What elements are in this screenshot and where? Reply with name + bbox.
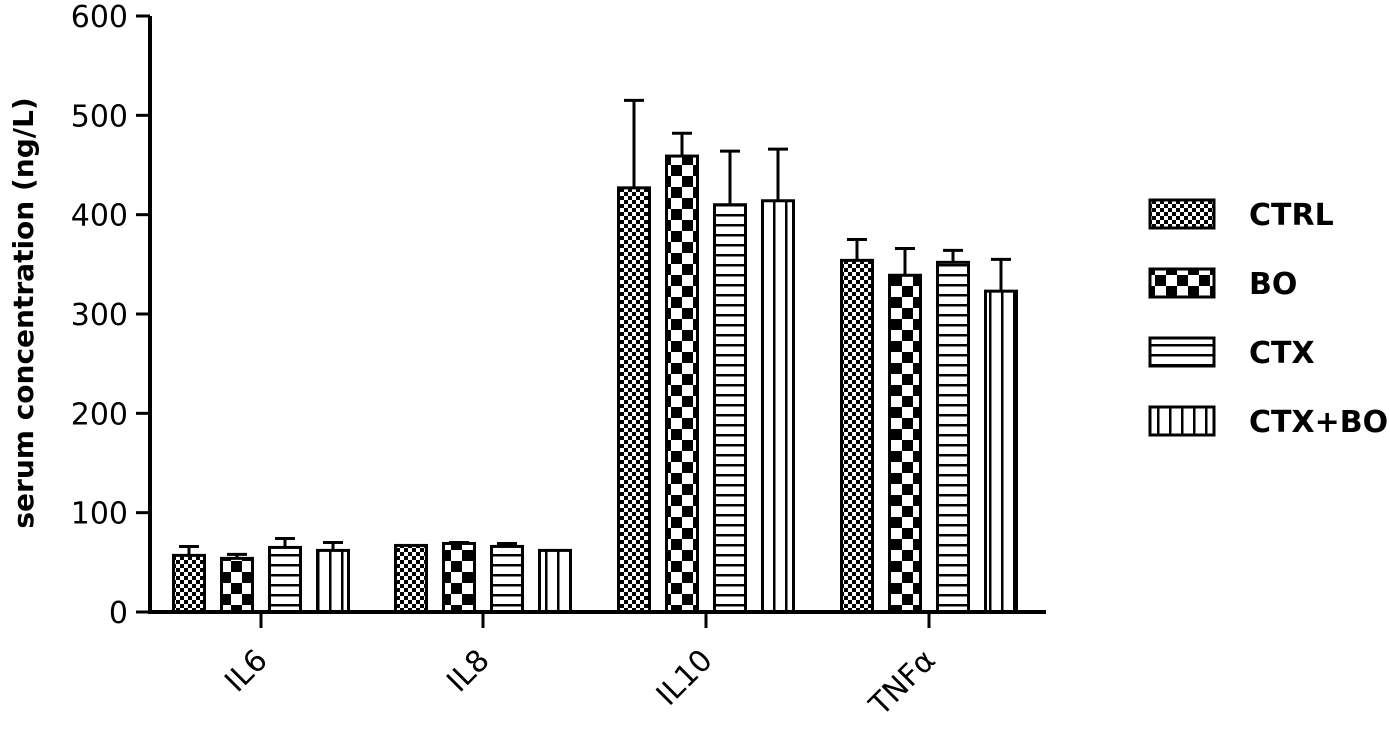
bar-bo-il10 xyxy=(665,154,699,614)
legend-label: CTX xyxy=(1249,336,1315,371)
x-axis: IL6 IL8 IL10 TNFα xyxy=(148,610,1046,723)
y-tick-label: 400 xyxy=(71,199,128,234)
bar-ctrl-il6 xyxy=(172,553,206,614)
x-tick-label: IL8 xyxy=(440,643,496,699)
bar-bo-il8 xyxy=(442,541,476,614)
bar-ctrl-tnfα xyxy=(840,258,874,614)
y-tick-label: 600 xyxy=(71,0,128,35)
y-tick-label: 100 xyxy=(71,497,128,532)
y-axis: 0 100 200 300 400 500 600 xyxy=(71,0,152,631)
bar-ctrl-il8 xyxy=(394,543,428,614)
legend-label: CTRL xyxy=(1249,198,1334,233)
x-tick-label: TNFα xyxy=(862,643,942,723)
bar-ctx-il6 xyxy=(268,545,302,614)
legend-swatch-bo xyxy=(1148,267,1216,299)
y-tick-label: 200 xyxy=(71,397,128,432)
legend-swatch-ctx xyxy=(1148,336,1216,368)
x-tick-label: IL10 xyxy=(650,643,720,713)
y-axis-label: serum concentration (ng/L) xyxy=(7,97,40,528)
legend-swatch-ctrl xyxy=(1148,198,1216,230)
bar-ctx-il10 xyxy=(713,203,747,614)
bar-bo-tnfα xyxy=(888,273,922,614)
bar-ctrl-il10 xyxy=(617,186,651,614)
y-tick-label: 0 xyxy=(109,596,128,631)
legend-label: BO xyxy=(1249,267,1297,302)
y-tick-label: 500 xyxy=(71,99,128,134)
bar-ctx-bo-il6 xyxy=(316,548,350,614)
bar-ctx-bo-il8 xyxy=(538,548,572,614)
legend-swatch-ctx-bo xyxy=(1148,405,1216,437)
legend-label: CTX+BO xyxy=(1249,405,1388,440)
x-tick-label: IL6 xyxy=(218,643,274,699)
bar-ctx-bo-tnfα xyxy=(984,289,1018,614)
bar-ctx-tnfα xyxy=(936,260,970,614)
bar-ctx-il8 xyxy=(490,544,524,614)
y-tick-label: 300 xyxy=(71,298,128,333)
bars-group xyxy=(172,98,1018,614)
legend: CTRL BO CTX CTX+BO xyxy=(1148,198,1388,440)
bar-ctx-bo-il10 xyxy=(761,199,795,614)
y-axis-label-group: serum concentration (ng/L) xyxy=(7,97,40,528)
bar-bo-il6 xyxy=(220,556,254,614)
